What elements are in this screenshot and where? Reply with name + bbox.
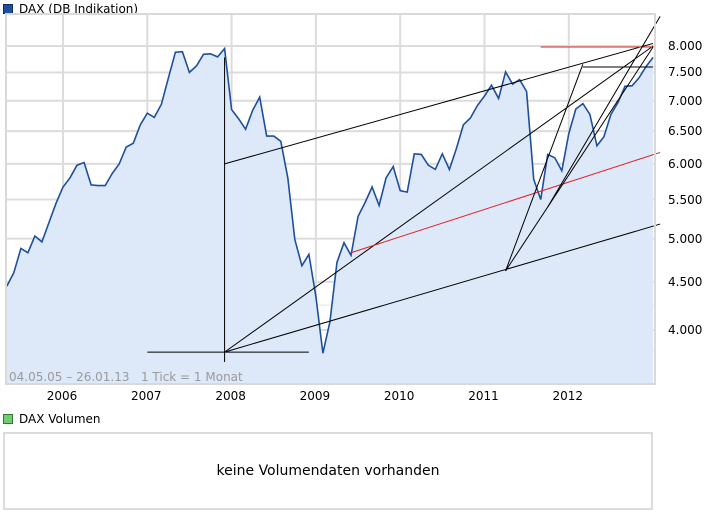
x-tick-label: 2006 xyxy=(46,389,78,403)
overlay-trendline xyxy=(547,16,661,208)
date-range-note: 04.05.05 – 26.01.13 1 Tick = 1 Monat xyxy=(9,370,243,384)
price-line xyxy=(6,46,654,354)
drawing-overlays xyxy=(147,16,661,362)
legend-swatch-volume xyxy=(3,414,13,424)
price-chart xyxy=(5,13,661,385)
y-tick-label: 4.000 xyxy=(668,323,703,337)
plot-frame xyxy=(5,13,656,385)
overlay-trendline xyxy=(505,46,654,272)
x-tick-label: 2012 xyxy=(552,389,584,403)
y-tick-label: 6.500 xyxy=(668,124,703,139)
overlay-trendline xyxy=(224,45,654,353)
no-volume-message: keine Volumendaten vorhanden xyxy=(216,463,440,479)
x-tick-label: 2007 xyxy=(131,389,162,403)
x-tick-label: 2011 xyxy=(468,389,499,403)
overlay-trendline xyxy=(224,223,661,353)
y-tick-label: 7.000 xyxy=(668,93,703,108)
y-tick-label: 4.500 xyxy=(668,274,703,289)
legend-volume: DAX Volumen xyxy=(3,411,101,427)
y-tick-label: 8.000 xyxy=(668,39,703,53)
overlay-trendline xyxy=(505,64,584,272)
volume-panel: keine Volumendaten vorhanden xyxy=(3,432,653,510)
legend-label-volume: DAX Volumen xyxy=(19,412,101,426)
y-tick-label: 5.500 xyxy=(668,192,703,207)
y-tick-label: 7.500 xyxy=(668,65,703,80)
x-tick-label: 2008 xyxy=(215,389,246,403)
price-area xyxy=(6,48,654,384)
overlay-trendline xyxy=(350,151,661,254)
y-tick-label: 6.000 xyxy=(668,156,703,171)
x-tick-label: 2009 xyxy=(299,389,331,403)
overlay-trendline xyxy=(224,42,654,165)
y-tick-label: 5.000 xyxy=(668,231,703,246)
x-tick-label: 2010 xyxy=(383,389,415,403)
legend-label-dax: DAX (DB Indikation) xyxy=(19,2,139,16)
